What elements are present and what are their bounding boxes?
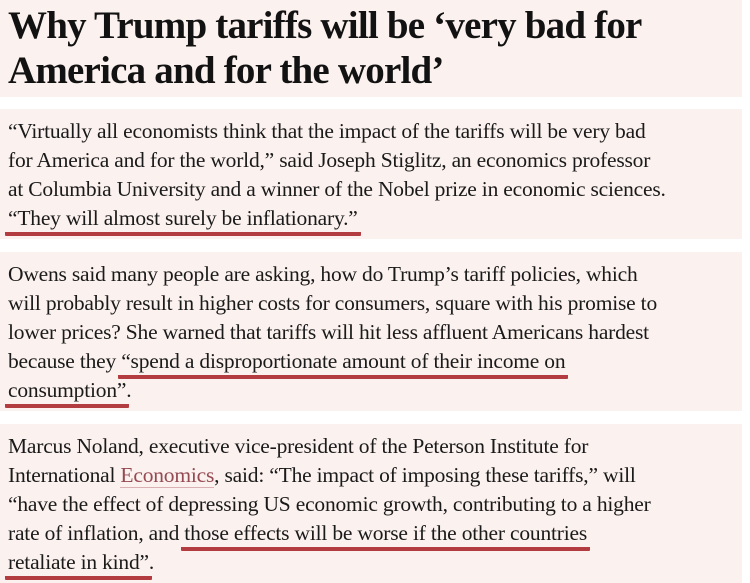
paragraph-line: will probably result in higher costs for… — [8, 289, 734, 318]
body-text: because they — [8, 349, 122, 373]
annotated-text: “They will almost surely be inflationary… — [5, 206, 361, 236]
body-text: International — [8, 463, 121, 487]
paragraph-line: “They will almost surely be inflationary… — [5, 204, 734, 236]
paragraph-line: International Economics, said: “The impa… — [8, 461, 734, 490]
body-text: at Columbia University and a winner of t… — [8, 177, 666, 201]
body-text: , said: “The impact of imposing these ta… — [214, 463, 636, 487]
body-text: Owens said many people are asking, how d… — [8, 262, 638, 286]
paragraph-line: consumption”. — [5, 376, 734, 408]
body-text: “Virtually all economists think that the… — [8, 119, 646, 143]
headline-line-1: Why Trump tariffs will be ‘very bad for — [8, 4, 642, 47]
body-text: rate of inflation, and — [8, 521, 185, 545]
article-body: “Virtually all economists think that the… — [0, 109, 742, 583]
paragraph-block-1: “Virtually all economists think that the… — [0, 109, 742, 239]
paragraph-line: retaliate in kind”. — [5, 548, 734, 580]
annotated-text: consumption” — [5, 378, 130, 408]
paragraph-line: for America and for the world,” said Jos… — [8, 146, 734, 175]
body-text: will probably result in higher costs for… — [8, 291, 658, 315]
paragraph-line: Marcus Noland, executive vice-president … — [8, 432, 734, 461]
body-text: Marcus Noland, executive vice-president … — [8, 434, 589, 458]
annotated-text: retaliate in kind” — [5, 550, 152, 580]
paragraph-line: rate of inflation, and those effects wil… — [8, 519, 734, 551]
annotated-text: “spend a disproportionate amount of thei… — [118, 349, 569, 379]
paragraph-line: Owens said many people are asking, how d… — [8, 260, 734, 289]
economics-link[interactable]: Economics — [120, 463, 215, 488]
body-text: lower prices? She warned that tariffs wi… — [8, 320, 649, 344]
body-text: “have the effect of depressing US econom… — [8, 492, 651, 516]
paragraph-line: lower prices? She warned that tariffs wi… — [8, 318, 734, 347]
body-text: . — [148, 550, 155, 574]
article-headline: Why Trump tariffs will be ‘very bad for … — [8, 3, 734, 93]
body-text: . — [126, 378, 132, 402]
paragraph-block-2: Owens said many people are asking, how d… — [0, 252, 742, 411]
headline-block: Why Trump tariffs will be ‘very bad for … — [0, 0, 742, 97]
paragraph-line: “have the effect of depressing US econom… — [8, 490, 734, 519]
paragraph-line: because they “spend a disproportionate a… — [8, 347, 734, 379]
paragraph-line: at Columbia University and a winner of t… — [8, 175, 734, 204]
annotated-text: those effects will be worse if the other… — [181, 521, 591, 551]
headline-line-2: America and for the world’ — [8, 49, 444, 92]
paragraph-line: “Virtually all economists think that the… — [8, 117, 734, 146]
body-text: for America and for the world,” said Jos… — [8, 148, 651, 172]
paragraph-block-3: Marcus Noland, executive vice-president … — [0, 424, 742, 583]
